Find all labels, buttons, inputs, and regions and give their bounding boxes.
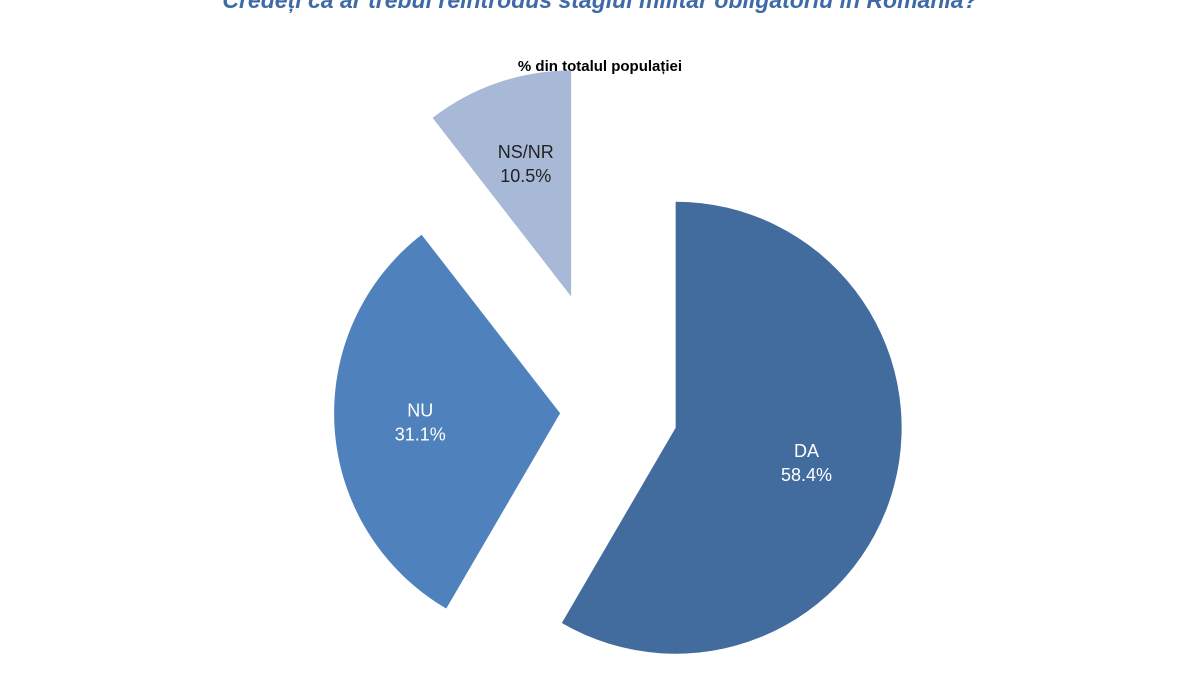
chart-title: % din totalul populației	[517, 58, 683, 75]
slice-label: NU	[407, 401, 433, 421]
pie-slice-ns-nr	[432, 70, 572, 297]
slice-label: DA	[794, 441, 819, 461]
pie-slice-da	[561, 201, 902, 654]
slice-label: NS/NR	[498, 142, 554, 162]
slice-value-label: 10.5%	[500, 166, 551, 186]
slice-value-label: 58.4%	[781, 465, 832, 485]
page-heading: Credeți că ar trebui reintrodus stagiul …	[222, 0, 978, 13]
slice-value-label: 31.1%	[395, 425, 446, 445]
pie-slice-nu	[334, 234, 561, 609]
